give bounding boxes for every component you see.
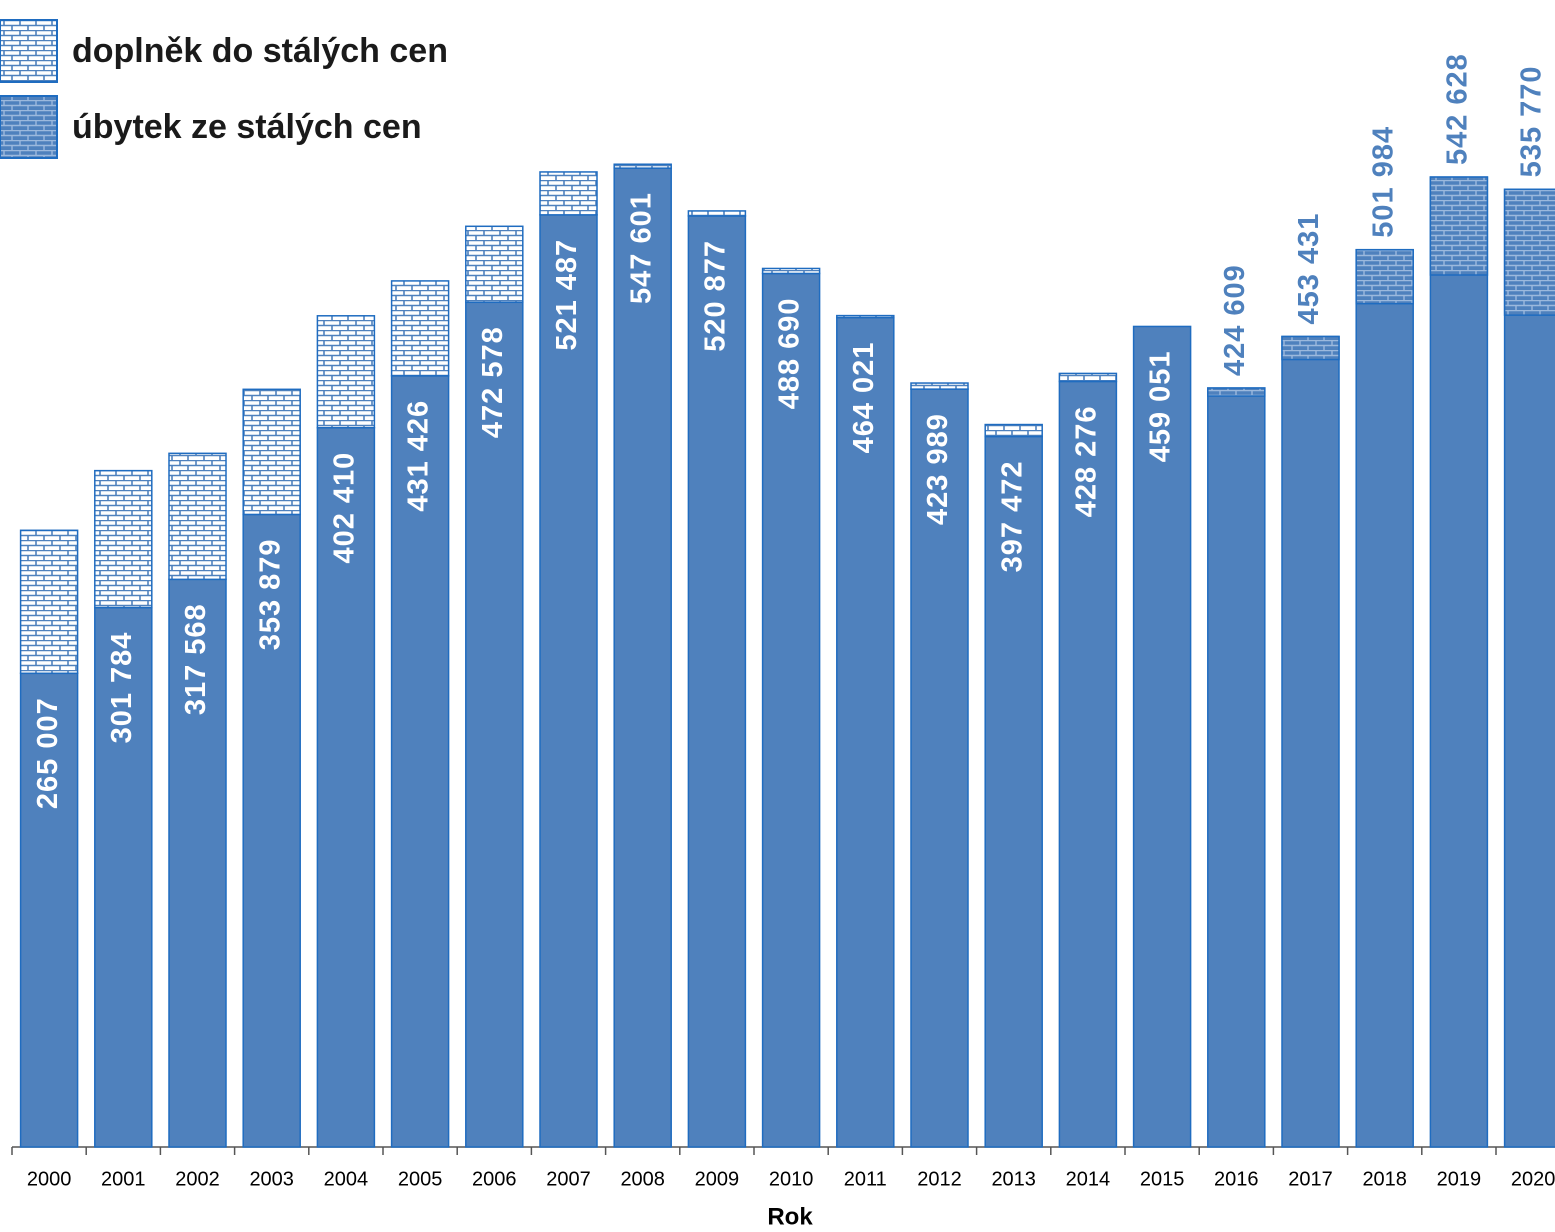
bar-segment <box>687 210 747 217</box>
x-tick-label: 2009 <box>695 1168 740 1190</box>
legend-label: úbytek ze stálých cen <box>72 108 422 146</box>
data-label: 317 568 <box>180 603 212 715</box>
bar-segment <box>390 280 450 377</box>
x-tick-label: 2003 <box>249 1168 294 1190</box>
data-label: 265 007 <box>32 697 64 809</box>
bar <box>984 435 1043 1148</box>
bar <box>1058 380 1118 1148</box>
x-tick-label: 2017 <box>1288 1168 1333 1190</box>
bar-segment <box>19 529 79 675</box>
bar-segment <box>1503 188 1555 316</box>
x-tick-label: 2019 <box>1437 1168 1482 1190</box>
data-label: 353 879 <box>254 538 286 650</box>
bar-segment <box>1281 335 1340 361</box>
x-tick-label: 2001 <box>101 1168 146 1190</box>
legend-swatch <box>0 95 58 159</box>
bar <box>1503 188 1555 1148</box>
x-tick-label: 2015 <box>1140 1168 1185 1190</box>
x-tick-label: 2012 <box>917 1168 962 1190</box>
data-label: 521 487 <box>551 239 583 351</box>
x-tick-label: 2005 <box>398 1168 443 1190</box>
bar <box>168 578 227 1148</box>
data-label: 431 426 <box>403 400 435 512</box>
bar-segment <box>168 452 227 581</box>
data-label: 501 984 <box>1367 126 1399 238</box>
bar <box>1281 335 1340 1148</box>
x-tick-label: 2018 <box>1362 1168 1407 1190</box>
x-tick-label: 2007 <box>546 1168 591 1190</box>
x-tick-label: 2016 <box>1214 1168 1259 1190</box>
bar-segment <box>1207 387 1266 397</box>
data-label: 402 410 <box>329 452 361 564</box>
bar-segment <box>1355 248 1414 305</box>
x-tick-label: 2004 <box>324 1168 369 1190</box>
bar <box>390 375 450 1148</box>
bar <box>1355 248 1414 1148</box>
x-tick-label: 2008 <box>620 1168 665 1190</box>
bar-segment <box>539 171 598 216</box>
bar <box>19 672 79 1148</box>
x-tick-label: 2011 <box>844 1168 887 1190</box>
bar-segment <box>613 163 672 169</box>
data-label: 423 989 <box>922 413 954 525</box>
x-tick-label: 2020 <box>1511 1168 1555 1190</box>
bar-segment <box>94 469 153 609</box>
bar <box>539 214 598 1148</box>
data-label: 459 051 <box>1145 350 1177 462</box>
bar <box>687 215 747 1148</box>
bar-segment <box>761 267 821 275</box>
bar-segment <box>1058 372 1118 383</box>
bar-segment <box>242 388 301 516</box>
data-label: 428 276 <box>1071 405 1103 517</box>
data-label: 542 628 <box>1442 53 1474 165</box>
bar <box>465 301 524 1148</box>
x-tick-label: 2006 <box>472 1168 517 1190</box>
data-label: 547 601 <box>625 192 657 304</box>
bar-segment <box>836 314 895 319</box>
bar <box>1132 325 1192 1148</box>
data-label: 453 431 <box>1293 213 1325 325</box>
bar <box>761 272 821 1148</box>
bar-segment <box>465 225 524 304</box>
data-label: 301 784 <box>106 632 138 744</box>
bar <box>1429 176 1489 1148</box>
x-tick-label: 2014 <box>1066 1168 1111 1190</box>
x-tick-label: 2000 <box>27 1168 72 1190</box>
bar-segment <box>316 315 376 429</box>
data-label: 488 690 <box>774 297 806 409</box>
data-label: 397 472 <box>996 461 1028 573</box>
legend-swatch <box>0 19 58 83</box>
bar-segment <box>1429 176 1489 276</box>
x-tick-label: 2002 <box>175 1168 220 1190</box>
data-label: 424 609 <box>1219 264 1251 376</box>
bar <box>910 388 969 1148</box>
data-label: 464 021 <box>848 342 880 454</box>
bar-segment <box>910 382 969 390</box>
x-tick-label: 2010 <box>769 1168 814 1190</box>
data-label: 520 877 <box>700 240 732 352</box>
x-axis-label: Rok <box>767 1203 813 1230</box>
legend-label: doplněk do stálých cen <box>72 32 448 70</box>
x-tick-label: 2013 <box>991 1168 1036 1190</box>
data-label: 535 770 <box>1516 65 1548 177</box>
bar <box>1207 387 1266 1148</box>
bar <box>242 513 301 1148</box>
data-label: 472 578 <box>477 326 509 438</box>
bar-segment <box>984 423 1043 438</box>
bar <box>613 167 672 1148</box>
